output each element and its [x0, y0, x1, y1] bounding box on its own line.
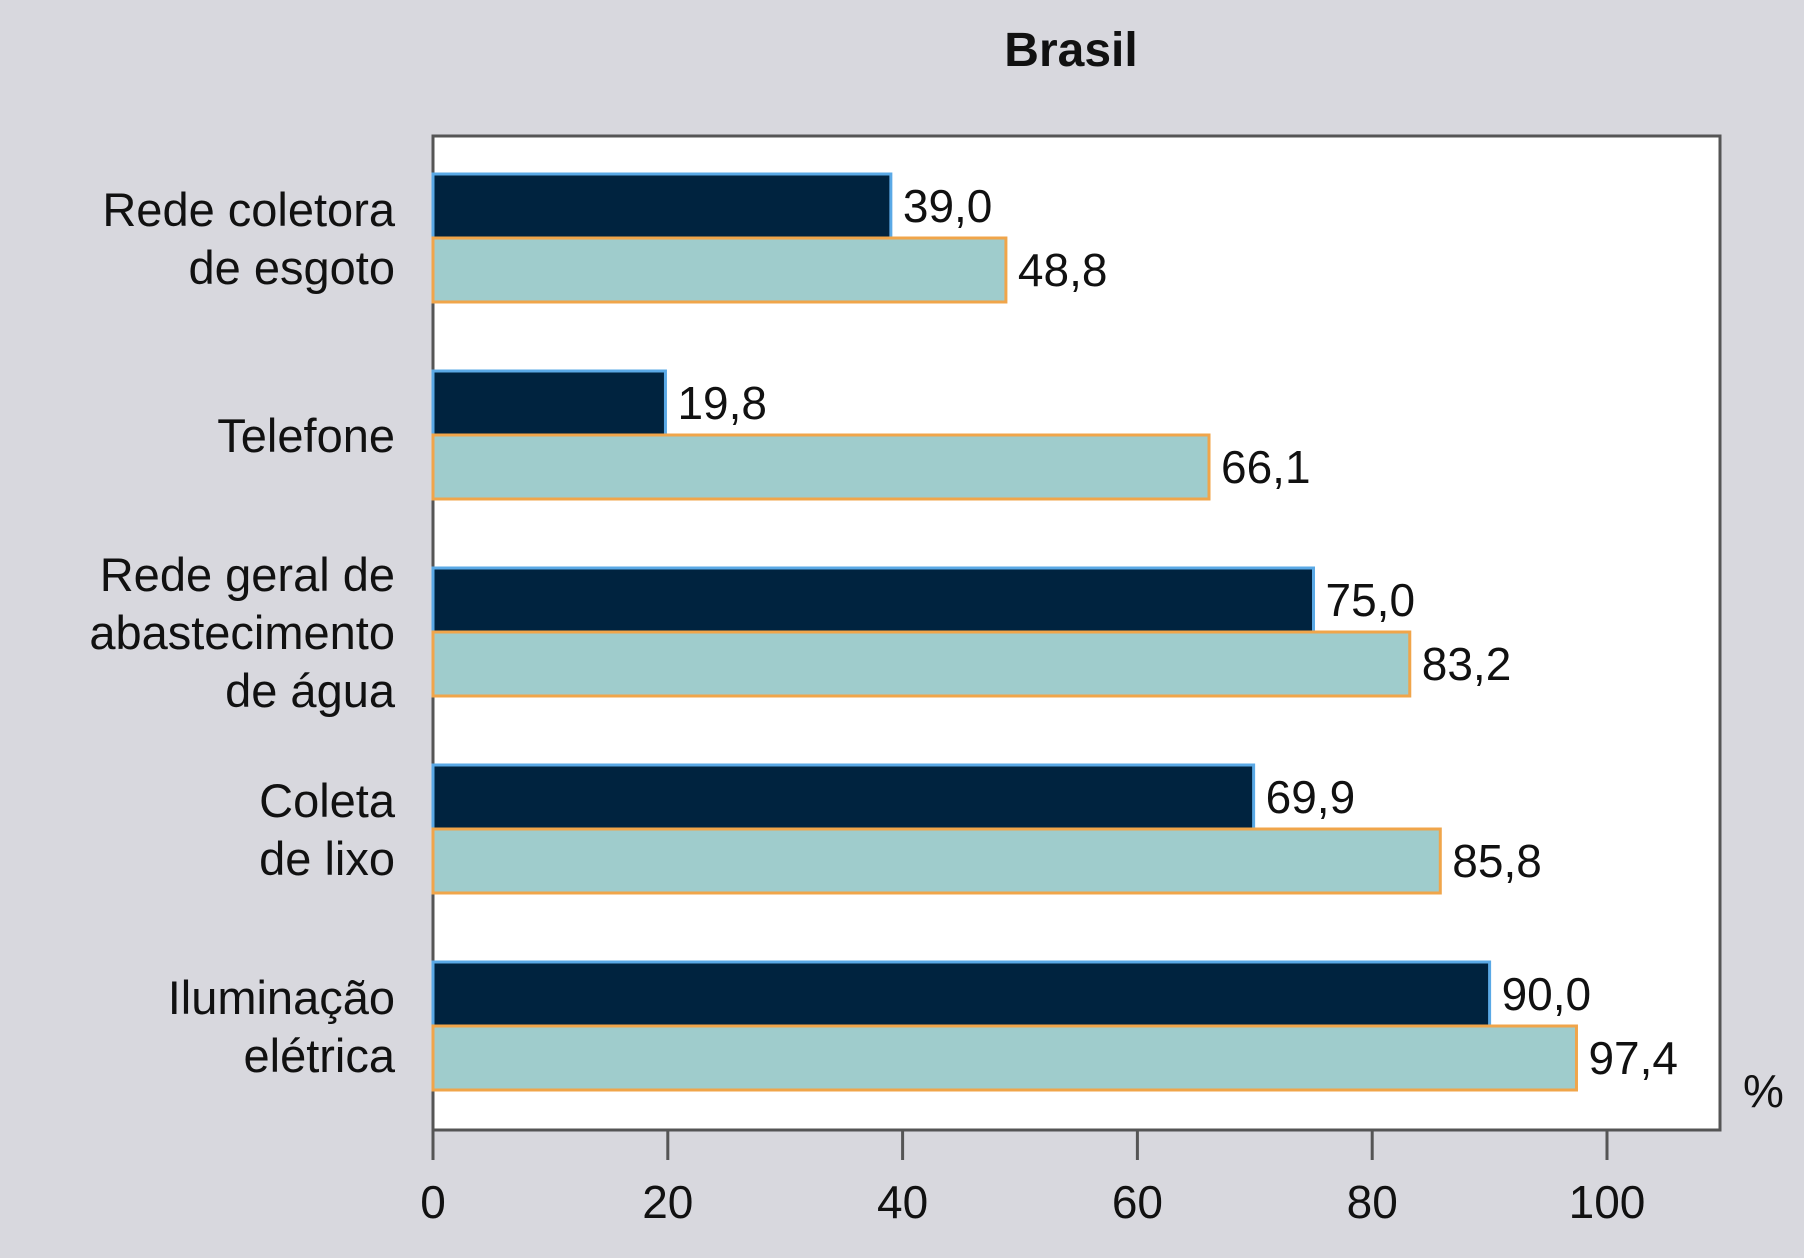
category-label-5-line-1: Iluminação	[168, 971, 395, 1024]
x-axis-unit-label: %	[1743, 1065, 1784, 1117]
value-label-series-2-cat-4: 85,8	[1452, 835, 1542, 887]
value-label-series-1-cat-1: 39,0	[903, 180, 993, 232]
x-tick-label-0: 0	[420, 1176, 446, 1228]
bar-series-2-cat-5	[431, 1024, 1578, 1092]
chart-title: Brasil	[1004, 24, 1137, 77]
x-tick-label-20: 20	[642, 1176, 693, 1228]
bar-series-2-cat-2	[431, 433, 1211, 501]
category-label-1-line-2: de esgoto	[189, 241, 395, 294]
x-tick-label-100: 100	[1569, 1176, 1646, 1228]
category-label-5-line-2: elétrica	[243, 1029, 395, 1082]
category-label-3-line-3: de água	[225, 664, 396, 717]
bar-series-2-cat-4	[431, 827, 1442, 895]
bar-series-1-cat-3	[431, 566, 1315, 634]
x-tick-label-60: 60	[1112, 1176, 1163, 1228]
x-tick-label-80: 80	[1347, 1176, 1398, 1228]
bar-series-2-cat-1	[431, 236, 1008, 304]
value-label-series-1-cat-4: 69,9	[1266, 771, 1356, 823]
value-label-series-2-cat-3: 83,2	[1422, 638, 1512, 690]
category-label-3-line-1: Rede geral de	[100, 548, 395, 601]
value-label-series-1-cat-2: 19,8	[677, 377, 767, 429]
bar-series-1-cat-1	[431, 172, 893, 240]
x-tick-label-40: 40	[877, 1176, 928, 1228]
bar-series-2-cat-3	[431, 630, 1412, 698]
bar-series-1-cat-2	[431, 369, 667, 437]
value-label-series-2-cat-2: 66,1	[1221, 441, 1311, 493]
category-label-4-line-1: Coleta	[259, 774, 396, 827]
bar-series-1-cat-5	[431, 960, 1492, 1028]
bars-layer	[431, 172, 1578, 1092]
bar-series-1-cat-4	[431, 763, 1256, 831]
value-label-series-1-cat-3: 75,0	[1326, 574, 1416, 626]
category-label-1-line-1: Rede coletora	[102, 183, 395, 236]
category-label-3-line-2: abastecimento	[89, 606, 395, 659]
value-label-series-2-cat-1: 48,8	[1018, 244, 1108, 296]
category-label-4-line-2: de lixo	[259, 832, 395, 885]
value-label-series-1-cat-5: 90,0	[1502, 968, 1592, 1020]
x-axis: 0 20 40 60 80 100	[420, 1130, 1645, 1228]
category-label-2-line-1: Telefone	[217, 409, 395, 462]
value-label-series-2-cat-5: 97,4	[1588, 1032, 1678, 1084]
value-labels-layer: 39,0 48,8 19,8 66,1 75,083,2 69,9 85,8 90,0 97,4	[677, 180, 1678, 1084]
